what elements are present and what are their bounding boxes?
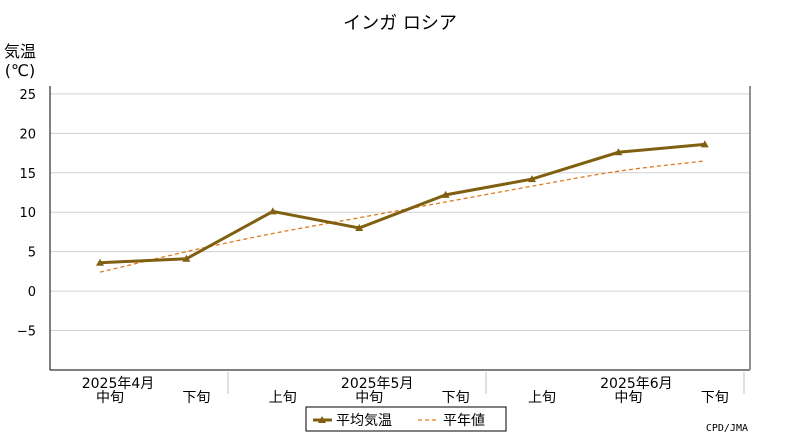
y-tick-labels: 25 20 15 10 5 0 −5 — [17, 88, 36, 340]
x-month-label-0: 2025年4月 — [82, 376, 155, 392]
legend-box — [305, 406, 507, 432]
x-tick-label-1: 下旬 — [182, 390, 210, 406]
average-point-1 — [182, 254, 191, 262]
average-point-6 — [614, 148, 623, 156]
y-tick-label-3: 10 — [19, 206, 36, 221]
y-tick-label-0: 25 — [19, 88, 36, 103]
average-point-0 — [96, 258, 104, 266]
y-tick-label-1: 20 — [19, 127, 36, 142]
credit-text: CPD/JMA — [706, 423, 748, 434]
x-tick-label-7: 下旬 — [701, 390, 729, 406]
y-axis-unit: (℃) — [5, 61, 35, 80]
series-line-average — [99, 142, 705, 265]
y-tick-label-4: 5 — [28, 246, 36, 261]
legend: 平均気温 平年値 — [305, 406, 507, 432]
series-layer — [96, 140, 709, 273]
chart-title: インガ ロシア — [343, 13, 457, 34]
average-point-5 — [528, 175, 536, 183]
x-tick-label-5: 上旬 — [528, 390, 556, 406]
y-tick-label-6: −5 — [17, 325, 36, 340]
x-tick-label-3: 中旬 — [355, 390, 383, 406]
average-point-2 — [268, 207, 277, 215]
x-tick-label-0: 中旬 — [96, 390, 124, 406]
x-tick-label-4: 下旬 — [442, 390, 470, 406]
average-point-3 — [355, 224, 364, 231]
average-point-4 — [441, 190, 450, 198]
x-month-label-2: 2025年6月 — [600, 376, 673, 392]
x-month-label-1: 2025年5月 — [341, 376, 414, 392]
legend-label-normal: 平年値 — [443, 413, 485, 429]
y-tick-label-2: 15 — [19, 167, 36, 182]
grid-lines — [50, 93, 750, 332]
legend-label-average: 平均気温 — [336, 413, 392, 429]
y-tick-label-5: 0 — [28, 285, 36, 300]
x-tick-label-6: 中旬 — [614, 390, 642, 406]
x-tick-label-2: 上旬 — [269, 390, 297, 406]
legend-marker-average — [318, 416, 326, 423]
plot-frame — [49, 86, 751, 371]
average-point-7 — [700, 140, 709, 148]
y-axis-label: 気温 — [4, 42, 36, 61]
